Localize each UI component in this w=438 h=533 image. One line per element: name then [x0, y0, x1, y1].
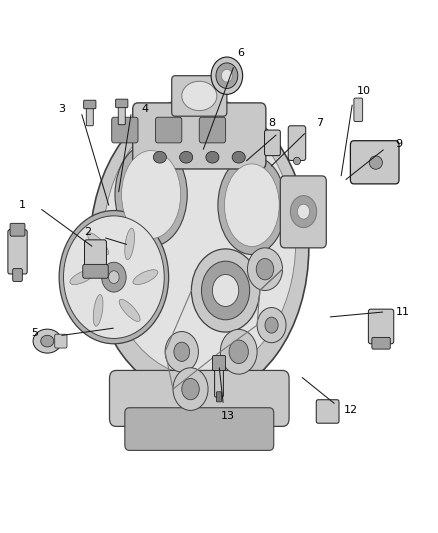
FancyBboxPatch shape — [85, 240, 106, 272]
Text: 6: 6 — [237, 49, 244, 58]
Circle shape — [201, 261, 250, 320]
FancyBboxPatch shape — [368, 309, 394, 344]
Ellipse shape — [90, 97, 309, 398]
Ellipse shape — [33, 329, 61, 353]
Circle shape — [212, 274, 239, 306]
Ellipse shape — [182, 81, 217, 110]
Ellipse shape — [293, 157, 300, 165]
Ellipse shape — [115, 142, 187, 247]
Ellipse shape — [103, 109, 296, 376]
Circle shape — [82, 244, 145, 321]
Circle shape — [191, 249, 260, 332]
Text: 7: 7 — [316, 118, 323, 127]
FancyBboxPatch shape — [112, 117, 138, 143]
Circle shape — [173, 368, 208, 410]
Circle shape — [297, 204, 310, 219]
Circle shape — [257, 308, 286, 343]
Text: 12: 12 — [343, 406, 357, 415]
FancyBboxPatch shape — [10, 223, 25, 236]
Circle shape — [64, 216, 164, 338]
Ellipse shape — [218, 156, 286, 255]
FancyBboxPatch shape — [133, 103, 266, 169]
Ellipse shape — [119, 300, 140, 321]
Ellipse shape — [177, 77, 221, 115]
FancyBboxPatch shape — [199, 117, 226, 143]
FancyBboxPatch shape — [354, 98, 363, 122]
Text: 8: 8 — [268, 118, 275, 127]
Circle shape — [229, 340, 248, 364]
FancyBboxPatch shape — [172, 76, 227, 116]
Ellipse shape — [224, 164, 279, 247]
Ellipse shape — [180, 151, 193, 163]
FancyBboxPatch shape — [288, 126, 306, 160]
Ellipse shape — [153, 151, 166, 163]
Text: 1: 1 — [18, 200, 25, 210]
FancyBboxPatch shape — [125, 408, 274, 450]
FancyBboxPatch shape — [8, 230, 27, 274]
FancyBboxPatch shape — [118, 104, 125, 125]
FancyBboxPatch shape — [316, 400, 339, 423]
Ellipse shape — [125, 228, 134, 260]
Ellipse shape — [133, 270, 158, 285]
Circle shape — [256, 259, 274, 280]
Circle shape — [247, 248, 283, 290]
Ellipse shape — [211, 57, 243, 94]
FancyBboxPatch shape — [83, 264, 108, 278]
Text: 2: 2 — [84, 227, 91, 237]
Ellipse shape — [222, 69, 232, 82]
Text: 5: 5 — [32, 328, 39, 338]
Circle shape — [59, 211, 169, 344]
Circle shape — [182, 378, 199, 400]
FancyBboxPatch shape — [84, 100, 96, 109]
Text: 9: 9 — [395, 139, 402, 149]
FancyBboxPatch shape — [55, 334, 67, 348]
Ellipse shape — [206, 151, 219, 163]
FancyBboxPatch shape — [350, 141, 399, 184]
FancyBboxPatch shape — [13, 269, 22, 281]
Circle shape — [265, 317, 278, 333]
Ellipse shape — [122, 150, 180, 239]
FancyBboxPatch shape — [215, 359, 223, 397]
Circle shape — [102, 262, 126, 292]
Ellipse shape — [41, 335, 54, 347]
FancyBboxPatch shape — [216, 392, 222, 402]
FancyBboxPatch shape — [280, 176, 326, 248]
Circle shape — [220, 329, 257, 374]
Circle shape — [174, 342, 190, 361]
FancyBboxPatch shape — [265, 130, 280, 156]
Ellipse shape — [216, 63, 238, 88]
FancyBboxPatch shape — [155, 117, 182, 143]
Ellipse shape — [93, 295, 103, 326]
FancyBboxPatch shape — [212, 356, 226, 370]
FancyBboxPatch shape — [86, 105, 93, 126]
FancyBboxPatch shape — [110, 370, 289, 426]
Ellipse shape — [88, 233, 109, 255]
Circle shape — [109, 271, 119, 284]
Text: 4: 4 — [141, 104, 148, 114]
Ellipse shape — [369, 156, 382, 169]
FancyBboxPatch shape — [116, 99, 128, 108]
Text: 13: 13 — [221, 411, 235, 421]
Text: 11: 11 — [396, 307, 410, 317]
FancyBboxPatch shape — [372, 337, 390, 349]
Text: 3: 3 — [58, 104, 65, 114]
Circle shape — [290, 196, 317, 228]
Circle shape — [165, 332, 198, 372]
Ellipse shape — [232, 151, 245, 163]
Ellipse shape — [70, 270, 95, 285]
Text: 10: 10 — [357, 86, 371, 95]
